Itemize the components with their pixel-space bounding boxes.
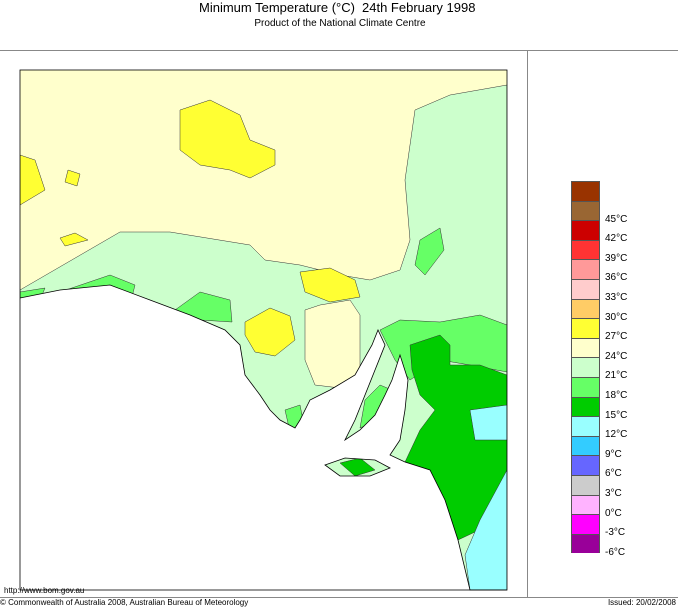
legend-label: 21°C bbox=[605, 370, 628, 382]
legend-label: 9°C bbox=[605, 448, 622, 460]
legend-swatch bbox=[571, 435, 600, 456]
legend-label: 30°C bbox=[605, 311, 628, 323]
legend-label: 6°C bbox=[605, 468, 622, 480]
legend-swatch bbox=[571, 376, 600, 397]
legend-swatch bbox=[571, 533, 600, 554]
legend-label: 36°C bbox=[605, 272, 628, 284]
legend-swatch bbox=[571, 259, 600, 279]
legend-swatch bbox=[571, 200, 600, 221]
legend-label: -6°C bbox=[605, 546, 626, 558]
legend-swatch bbox=[571, 181, 600, 201]
legend-label: 3°C bbox=[605, 488, 622, 499]
coastline bbox=[19, 284, 507, 591]
legend-label: 0°C bbox=[605, 507, 622, 519]
map-title: Minimum Temperature (°C) bbox=[199, 0, 355, 15]
legend-swatch bbox=[571, 337, 600, 358]
legend-label: 12°C bbox=[605, 429, 628, 441]
legend-label: 24°C bbox=[605, 350, 628, 362]
band-24-27 bbox=[20, 99, 361, 357]
legend-swatch bbox=[571, 474, 600, 495]
legend-swatch bbox=[571, 494, 600, 515]
legend-label: 27°C bbox=[605, 331, 628, 343]
legend-swatch bbox=[571, 239, 600, 260]
legend-label: 45°C bbox=[605, 213, 628, 225]
legend-swatch bbox=[571, 220, 600, 240]
legend-swatch bbox=[571, 318, 600, 338]
issued-date: Issued: 20/02/2008 bbox=[607, 598, 676, 607]
legend-swatch bbox=[571, 298, 600, 319]
map-border bbox=[19, 69, 508, 591]
map-date: 24th February 1998 bbox=[362, 0, 476, 15]
colour-legend: 45°C 42°C 39°C 36°C 33°C 30°C 27°C 24°C 21°C 18°C… bbox=[571, 181, 627, 558]
bom-url: http://www.bom.gov.au bbox=[4, 586, 85, 595]
legend-swatch bbox=[571, 396, 600, 417]
legend-swatch bbox=[571, 278, 600, 299]
band-9-12 bbox=[464, 404, 507, 590]
frame-divider bbox=[527, 50, 528, 597]
legend-swatch bbox=[571, 514, 600, 534]
legend-label: 39°C bbox=[605, 252, 628, 264]
legend-label: 18°C bbox=[605, 390, 628, 401]
map-subtitle: Product of the National Climate Centre bbox=[254, 18, 426, 29]
legend-swatch bbox=[571, 455, 600, 475]
band-21-24-south bbox=[304, 299, 361, 389]
legend-swatch bbox=[571, 416, 600, 436]
legend-label: 33°C bbox=[605, 292, 628, 303]
legend-label: -3°C bbox=[605, 527, 626, 539]
legend-swatch bbox=[571, 357, 600, 377]
legend-label: 42°C bbox=[605, 233, 628, 245]
map-frame bbox=[0, 50, 678, 598]
copyright: © Commonwealth of Australia 2008, Austra… bbox=[0, 598, 249, 607]
legend-label: 15°C bbox=[605, 409, 628, 421]
